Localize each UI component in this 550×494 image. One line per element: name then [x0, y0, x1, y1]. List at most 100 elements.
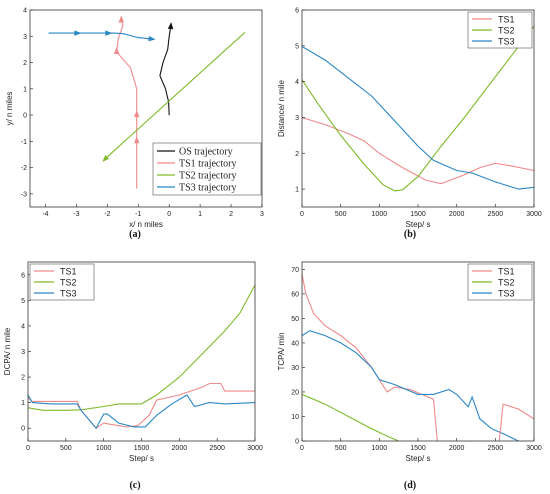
y-tick-label: 1	[23, 86, 27, 93]
chart-d: 0 500 1000 1500 2000 2500 3000 0 10 20 30 40 50 60 70 S…	[277, 261, 542, 491]
y-tick-label: 3	[295, 115, 299, 122]
trajectory-arrow	[134, 136, 140, 144]
x-tick-label: 2000	[449, 445, 465, 452]
x-tick-label: 3	[260, 211, 264, 218]
x-tick-label: 2000	[172, 445, 188, 452]
legend-label: TS2	[60, 278, 77, 288]
series-line-ts3	[28, 394, 255, 430]
x-tick-label: 3000	[526, 211, 542, 218]
x-tick-label: 1	[198, 211, 202, 218]
series-line-ts2-trajectory	[103, 31, 246, 161]
series-line-ts1	[302, 274, 438, 441]
x-tick-label: 3000	[247, 445, 263, 452]
chart-a: -4 -3 -2 -1 0 1 2 3 -3 -2 -1 0 1 2 3 4 x/ n miles y/ n mi…	[5, 8, 264, 241]
y-tick-label: 1	[295, 187, 299, 194]
x-tick-label: 2500	[488, 445, 504, 452]
legend-box	[152, 142, 262, 196]
x-tick-label: 1500	[410, 211, 426, 218]
y-tick-label: 4	[23, 8, 27, 15]
series-line-ts2	[302, 393, 399, 441]
trajectory-arrow	[102, 155, 110, 162]
trajectory-arrow	[148, 36, 156, 42]
series-line-os-trajectory	[159, 27, 172, 116]
x-tick-label: 0	[26, 445, 30, 452]
legend-label: OS trajectory	[179, 147, 233, 158]
chart-b: 0 500 1000 1500 2000 2500 3000 1 2 3 4 5 6 Step/ s Dis…	[277, 8, 542, 241]
x-axis-label: Step/ s	[406, 454, 431, 463]
y-tick-label: 2	[23, 60, 27, 67]
x-tick-label: 2000	[449, 211, 465, 218]
x-tick-label: 0	[167, 211, 171, 218]
x-tick-label: 3000	[526, 445, 542, 452]
x-tick-label: -1	[135, 211, 141, 218]
y-tick-label: 20	[291, 389, 299, 396]
y-axis-label: DCPA/ n mile	[3, 327, 12, 375]
y-tick-label: 1	[21, 400, 25, 407]
series-line-ts2	[302, 25, 534, 192]
y-tick-label: 3	[23, 34, 27, 41]
y-tick-label: 6	[21, 272, 25, 279]
x-tick-label: -3	[73, 211, 79, 218]
trajectory-arrow	[118, 15, 124, 23]
y-tick-label: 2	[21, 375, 25, 382]
y-tick-label: 60	[291, 291, 299, 298]
series-line-ts1-segment	[498, 403, 534, 441]
x-tick-label: -2	[104, 211, 110, 218]
x-tick-label: 0	[300, 211, 304, 218]
y-tick-label: 40	[291, 340, 299, 347]
y-tick-label: 0	[23, 113, 27, 120]
y-tick-label: 70	[291, 267, 299, 274]
series-line-ts1-trajectory	[116, 20, 138, 189]
x-tick-label: 1500	[410, 445, 426, 452]
x-axis-label: x/ n miles	[129, 220, 163, 229]
y-tick-label: 2	[295, 151, 299, 158]
chart-caption: (b)	[404, 229, 416, 240]
y-tick-label: 5	[295, 43, 299, 50]
legend-label: TS1	[60, 267, 77, 277]
chart-caption: (a)	[129, 229, 141, 240]
x-axis-label: Step/ s	[406, 220, 431, 229]
y-axis-label: Distance/ n mile	[277, 80, 286, 137]
x-tick-label: 1000	[96, 445, 112, 452]
series-line-ts3	[302, 330, 519, 441]
chart-caption: (d)	[404, 480, 416, 491]
x-tick-label: 500	[335, 211, 347, 218]
y-tick-label: 50	[291, 316, 299, 323]
trajectory-arrow	[74, 30, 82, 36]
y-tick-label: 3	[21, 349, 25, 356]
legend-label: TS3 trajectory	[179, 183, 236, 194]
y-axis-label: y/ n miles	[5, 92, 14, 126]
legend-label: TS3	[498, 37, 515, 47]
legend-label: TS1	[498, 267, 515, 277]
trajectory-arrow	[113, 47, 120, 54]
y-tick-label: 4	[21, 323, 25, 330]
x-tick-label: 1500	[134, 445, 150, 452]
y-tick-label: -2	[21, 165, 27, 172]
y-tick-label: 6	[295, 8, 299, 15]
chart-caption: (c)	[129, 480, 140, 491]
x-axis-label: Step/ s	[129, 454, 154, 463]
y-tick-label: -3	[21, 191, 27, 198]
x-tick-label: 2500	[488, 211, 504, 218]
y-tick-label: 0	[21, 426, 25, 433]
y-tick-label: 4	[295, 79, 299, 86]
legend-label: TS2	[498, 26, 515, 36]
legend-label: TS2 trajectory	[179, 171, 236, 182]
series-line-ts3-trajectory	[48, 32, 151, 40]
trajectory-arrow	[167, 22, 174, 30]
x-tick-label: -4	[42, 211, 48, 218]
x-tick-label: 1000	[372, 445, 388, 452]
x-tick-label: 2500	[209, 445, 225, 452]
legend-label: TS1	[498, 15, 515, 25]
trajectory-arrow	[134, 110, 140, 118]
y-tick-label: 30	[291, 365, 299, 372]
series-line-ts3	[302, 46, 534, 190]
y-tick-label: 10	[291, 414, 299, 421]
x-tick-label: 500	[60, 445, 72, 452]
trajectory-arrow	[105, 30, 113, 36]
x-tick-label: 0	[300, 445, 304, 452]
series-line-ts2	[28, 284, 255, 411]
series-line-ts1	[302, 116, 534, 185]
legend-label: TS3	[60, 289, 77, 299]
series-line-ts1	[28, 382, 255, 429]
